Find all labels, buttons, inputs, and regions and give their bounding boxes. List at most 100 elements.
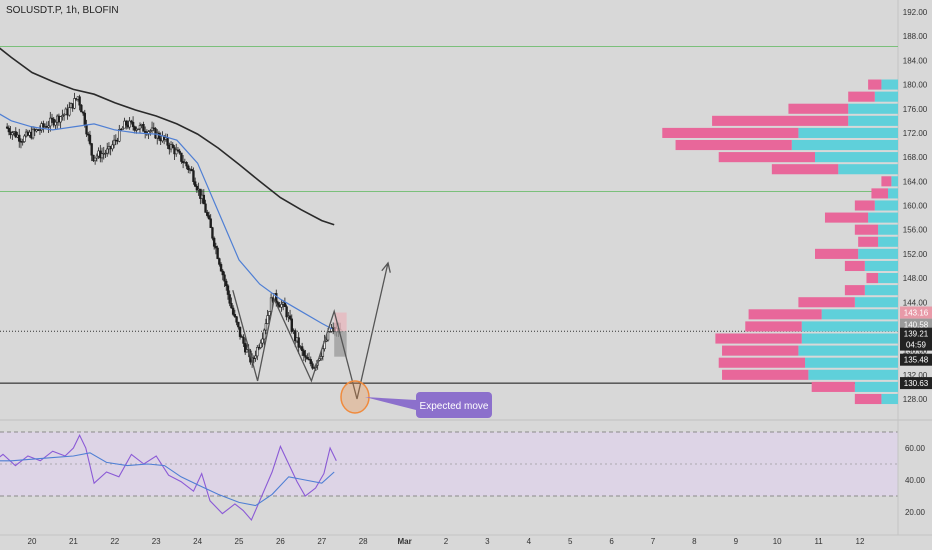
volume-profile-down-bar-18 (798, 297, 855, 308)
time-tick-label-6: 26 (276, 537, 285, 546)
candle-body-24 (47, 125, 50, 128)
candle-body-21 (42, 123, 45, 128)
candle-body-67 (121, 127, 124, 130)
candle-body-119 (211, 227, 214, 239)
price-tick-label-1: 188.00 (903, 32, 928, 41)
candle-body-164 (288, 315, 292, 320)
symbol-title: SOLUSDT.P, 1h, BLOFIN (6, 5, 119, 16)
candle-body-43 (80, 104, 83, 113)
candle-body-121 (214, 246, 218, 249)
volume-profile-down-bar-4 (662, 127, 799, 138)
candle-body-125 (221, 270, 224, 276)
candle-body-52 (95, 155, 99, 159)
candle-body-151 (266, 315, 269, 324)
volume-profile-up-bar-26 (881, 393, 898, 405)
moving-average-fast-line (0, 113, 333, 330)
volume-profile-down-bar-14 (815, 248, 859, 259)
moving-average-slow-line (0, 47, 335, 226)
volume-profile-up-bar-1 (874, 91, 898, 102)
volume-profile-up-bar-7 (838, 164, 898, 175)
candle-body-62 (112, 139, 116, 146)
candle-body-26 (50, 117, 54, 120)
candle-body-120 (212, 237, 216, 247)
candle-body-187 (328, 331, 331, 333)
time-tick-label-18: 10 (773, 537, 782, 546)
candle-body-93 (166, 137, 169, 146)
volume-profile-up-bar-21 (801, 333, 898, 344)
time-tick-label-4: 24 (193, 537, 202, 546)
volume-profile-down-bar-5 (675, 139, 792, 151)
candle-body-161 (283, 301, 287, 307)
volume-profile-up-bar-25 (854, 381, 898, 392)
candle-body-80 (143, 131, 147, 134)
candle-body-51 (93, 157, 97, 162)
candle-body-185 (325, 339, 328, 342)
volume-profile-down-bar-2 (788, 103, 849, 114)
volume-profile-down-bar-11 (824, 212, 869, 223)
candle-body-96 (171, 144, 174, 148)
volume-profile-up-bar-12 (878, 224, 898, 235)
volume-profile-down-bar-26 (854, 393, 882, 405)
volume-profile-down-bar-16 (866, 273, 879, 284)
candle-body-130 (230, 302, 233, 309)
price-tick-label-3: 180.00 (903, 81, 928, 90)
candle-body-48 (88, 134, 92, 144)
candle-body-0 (5, 126, 9, 129)
candle-body-5 (14, 131, 17, 138)
time-tick-label-1: 21 (69, 537, 78, 546)
candle-body-15 (31, 128, 35, 139)
volume-profile-down-bar-23 (718, 357, 806, 368)
candle-body-138 (244, 343, 247, 353)
volume-profile-down-bar-17 (844, 285, 865, 296)
projection-stop-zone (334, 331, 347, 357)
volume-profile-down-bar-1 (848, 91, 875, 102)
candle-body-39 (73, 98, 76, 109)
volume-profile-down-bar-12 (854, 224, 879, 235)
candle-body-65 (118, 129, 121, 142)
candle-body-109 (193, 181, 197, 187)
candle-body-131 (231, 307, 235, 315)
candle-body-157 (276, 302, 280, 306)
volume-profile-up-bar-0 (881, 79, 898, 90)
volume-profile-down-bar-20 (745, 321, 802, 332)
candle-body-69 (124, 120, 128, 126)
volume-profile-up-bar-5 (791, 139, 898, 151)
time-tick-label-0: 20 (28, 537, 37, 546)
candle-body-129 (228, 294, 231, 304)
candle-body-84 (150, 127, 154, 131)
candle-body-9 (21, 141, 24, 143)
candle-body-46 (85, 124, 88, 135)
callout-box (416, 392, 492, 418)
candle-body-57 (104, 152, 107, 155)
candle-body-47 (87, 133, 90, 136)
candle-body-149 (262, 329, 266, 340)
volume-profile-up-bar-19 (821, 309, 898, 320)
candle-body-112 (199, 188, 202, 199)
time-tick-label-13: 5 (568, 537, 573, 546)
price-tag-label-0: 143.16 (904, 309, 929, 318)
volume-profile-down-bar-6 (718, 152, 815, 163)
price-tick-label-8: 160.00 (903, 202, 928, 211)
volume-profile-down-bar-24 (722, 369, 809, 380)
candle-body-33 (62, 113, 66, 116)
candle-body-42 (78, 96, 81, 106)
candle-body-127 (225, 280, 228, 287)
candle-body-144 (254, 355, 257, 359)
volume-profile-up-bar-4 (798, 127, 898, 138)
price-tick-label-12: 144.00 (903, 298, 928, 307)
candle-body-10 (23, 135, 26, 142)
time-tick-label-12: 4 (527, 537, 532, 546)
volume-profile-down-bar-10 (854, 200, 875, 211)
candle-body-76 (137, 128, 140, 131)
price-tag-label-5: 130.63 (904, 379, 929, 388)
candle-body-77 (138, 125, 142, 130)
price-tick-label-5: 172.00 (903, 129, 928, 138)
candle-body-44 (81, 111, 85, 114)
candle-body-104 (185, 162, 188, 167)
time-tick-label-5: 25 (235, 537, 244, 546)
volume-profile-down-bar-22 (722, 345, 799, 356)
candle-body-177 (311, 363, 314, 369)
candle-body-49 (90, 143, 93, 156)
